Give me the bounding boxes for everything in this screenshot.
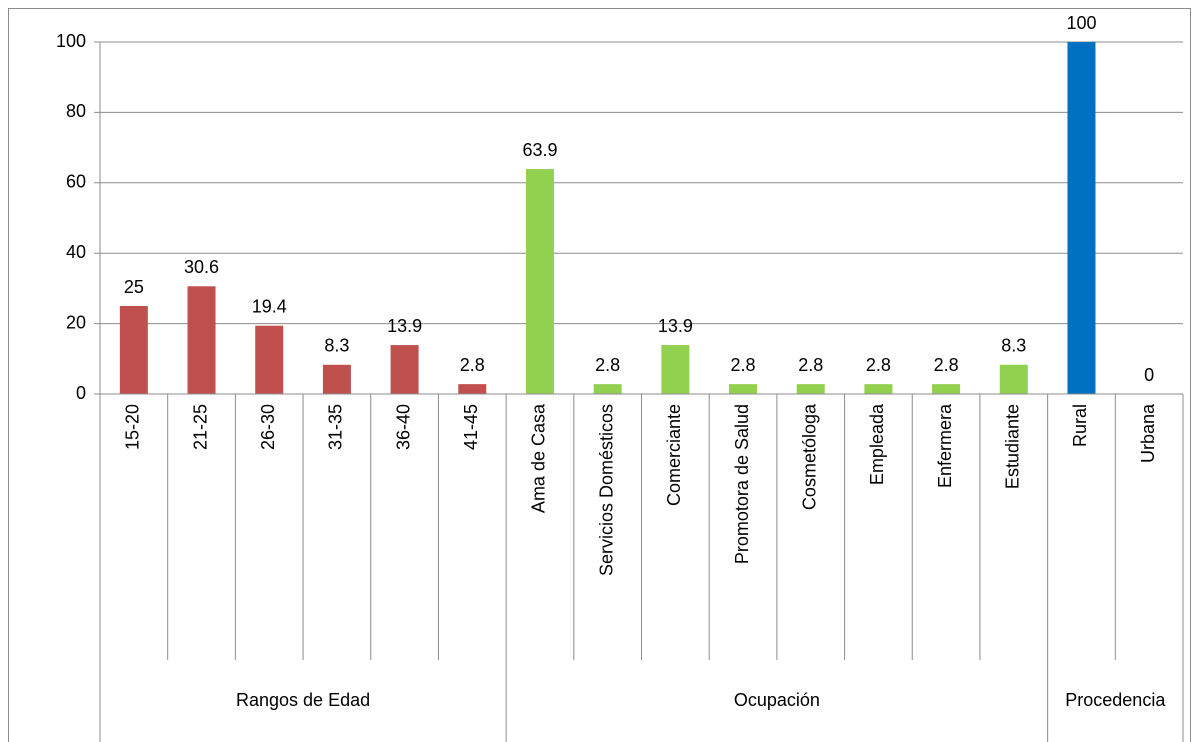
bar <box>796 384 825 394</box>
x-tick-label: Rural <box>1070 404 1090 447</box>
data-label: 25 <box>124 277 144 297</box>
bar <box>864 384 893 394</box>
y-tick-label: 100 <box>56 31 86 51</box>
data-label: 19.4 <box>252 296 287 316</box>
x-tick-label: Cosmetóloga <box>799 403 819 510</box>
data-label: 2.8 <box>731 355 756 375</box>
data-label: 100 <box>1066 13 1096 33</box>
x-tick-label: Empleada <box>867 403 887 485</box>
data-label: 2.8 <box>934 355 959 375</box>
data-label: 8.3 <box>1001 336 1026 356</box>
x-tick-label: Urbana <box>1138 403 1158 463</box>
group-label: Procedencia <box>1065 690 1166 710</box>
x-tick-label: Ama de Casa <box>529 403 549 513</box>
bar <box>187 286 216 394</box>
x-tick-label: Enfermera <box>935 403 955 488</box>
data-label: 2.8 <box>798 355 823 375</box>
x-tick-label: Estudiante <box>1003 404 1023 489</box>
y-tick-label: 40 <box>66 242 86 262</box>
data-label: 30.6 <box>184 257 219 277</box>
bar <box>593 384 622 394</box>
bar <box>999 364 1028 394</box>
x-tick-label: 21-25 <box>190 404 210 450</box>
x-tick-label: Comerciante <box>664 404 684 506</box>
data-label: 2.8 <box>595 355 620 375</box>
x-tick-label: 36-40 <box>393 404 413 450</box>
chart-border <box>8 8 1191 742</box>
bar <box>390 345 419 394</box>
bar <box>932 384 961 394</box>
data-label: 0 <box>1144 365 1154 385</box>
data-label: 13.9 <box>387 316 422 336</box>
x-tick-label: 26-30 <box>258 404 278 450</box>
x-tick-label: Promotora de Salud <box>732 404 752 564</box>
y-tick-label: 20 <box>66 312 86 332</box>
y-tick-label: 0 <box>76 383 86 403</box>
data-label: 63.9 <box>522 140 557 160</box>
bar <box>1067 42 1096 394</box>
data-label: 13.9 <box>658 316 693 336</box>
group-label: Ocupación <box>734 690 820 710</box>
x-tick-label: 31-35 <box>326 404 346 450</box>
data-label: 2.8 <box>460 355 485 375</box>
data-label: 8.3 <box>324 336 349 356</box>
y-tick-label: 80 <box>66 101 86 121</box>
bar <box>729 384 758 394</box>
x-tick-label: 41-45 <box>461 404 481 450</box>
bar <box>525 169 554 394</box>
x-tick-label: 15-20 <box>123 404 143 450</box>
bar <box>322 364 351 394</box>
y-tick-label: 60 <box>66 172 86 192</box>
bar <box>119 306 148 394</box>
x-tick-label: Servicios Domésticos <box>596 404 616 576</box>
bar <box>458 384 487 394</box>
group-label: Rangos de Edad <box>236 690 370 710</box>
bar <box>255 325 284 394</box>
data-label: 2.8 <box>866 355 891 375</box>
bar <box>661 345 690 394</box>
